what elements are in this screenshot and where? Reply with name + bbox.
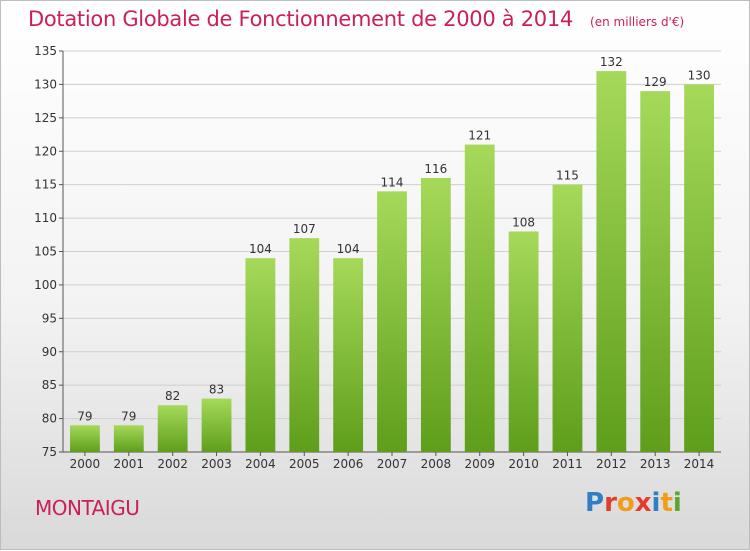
x-tick-label: 2001 bbox=[114, 457, 145, 471]
x-tick-label: 2010 bbox=[508, 457, 539, 471]
bar-2001 bbox=[113, 425, 144, 452]
data-label: 104 bbox=[249, 242, 272, 256]
y-tick-label: 125 bbox=[34, 111, 57, 125]
bar-2000 bbox=[70, 425, 100, 452]
x-tick-label: 2014 bbox=[684, 457, 715, 471]
x-tick-label: 2012 bbox=[596, 457, 627, 471]
chart-subtitle: (en milliers d'€) bbox=[590, 15, 685, 29]
x-tick-label: 2004 bbox=[245, 457, 276, 471]
y-tick-label: 85 bbox=[42, 378, 57, 392]
title-row: Dotation Globale de Fonctionnement de 20… bbox=[28, 7, 684, 31]
data-label: 83 bbox=[209, 383, 224, 397]
logo-letter: P bbox=[585, 488, 605, 518]
bar-2005 bbox=[289, 238, 320, 452]
bar-2002 bbox=[157, 405, 188, 452]
bar-2013 bbox=[640, 91, 671, 452]
data-label: 132 bbox=[600, 55, 623, 69]
data-label: 104 bbox=[337, 242, 360, 256]
logo-letter: t bbox=[660, 488, 673, 518]
bar-2007 bbox=[377, 191, 407, 452]
data-label: 107 bbox=[293, 222, 316, 236]
bar-2012 bbox=[596, 71, 627, 453]
logo-letter: x bbox=[634, 488, 652, 518]
y-tick-label: 110 bbox=[34, 211, 57, 225]
x-tick-label: 2013 bbox=[640, 457, 671, 471]
bar-2011 bbox=[552, 184, 583, 452]
bar-2006 bbox=[333, 258, 364, 452]
bar-2009 bbox=[464, 144, 495, 453]
y-tick-label: 130 bbox=[34, 77, 57, 91]
data-label: 121 bbox=[468, 129, 491, 143]
y-tick-label: 100 bbox=[34, 278, 57, 292]
data-label: 82 bbox=[165, 389, 180, 403]
x-tick-label: 2002 bbox=[157, 457, 188, 471]
data-label: 130 bbox=[688, 68, 711, 82]
logo-letter: o bbox=[616, 488, 635, 518]
x-tick-label: 2005 bbox=[289, 457, 320, 471]
y-tick-label: 75 bbox=[42, 445, 57, 459]
y-tick-label: 105 bbox=[34, 245, 57, 259]
bar-2010 bbox=[508, 231, 539, 452]
x-tick-label: 2011 bbox=[552, 457, 583, 471]
y-tick-label: 120 bbox=[34, 144, 57, 158]
data-label: 108 bbox=[512, 215, 535, 229]
data-label: 114 bbox=[381, 175, 404, 189]
x-tick-label: 2000 bbox=[70, 457, 101, 471]
bar-2008 bbox=[420, 177, 451, 452]
data-label: 115 bbox=[556, 169, 579, 183]
logo-letter: i bbox=[672, 488, 682, 518]
logo-letter: r bbox=[604, 488, 617, 518]
data-label: 116 bbox=[424, 162, 447, 176]
y-tick-label: 135 bbox=[34, 44, 57, 58]
bar-2004 bbox=[245, 258, 276, 452]
chart-title: Dotation Globale de Fonctionnement de 20… bbox=[28, 7, 573, 31]
x-tick-label: 2008 bbox=[421, 457, 452, 471]
x-tick-label: 2009 bbox=[464, 457, 495, 471]
proxiti-logo[interactable]: Proxiti bbox=[585, 488, 682, 518]
data-label: 79 bbox=[121, 409, 136, 423]
commune-name: MONTAIGU bbox=[35, 496, 140, 520]
data-label: 79 bbox=[77, 409, 92, 423]
bar-2014 bbox=[684, 84, 714, 453]
x-tick-label: 2006 bbox=[333, 457, 364, 471]
bar-2003 bbox=[201, 398, 232, 452]
y-tick-label: 80 bbox=[42, 412, 57, 426]
y-tick-label: 95 bbox=[42, 311, 57, 325]
data-labels: 79 79 82 83 104 107 104 114 116 121 108 115 132 129 13… bbox=[77, 55, 710, 423]
logo-letter: i bbox=[651, 488, 661, 518]
y-tick-label: 90 bbox=[42, 345, 57, 359]
y-tick-label: 115 bbox=[34, 178, 57, 192]
axes: 75 80 85 90 95 100 105 110 115 120 125 130 135 2000 20… bbox=[34, 44, 721, 471]
bars bbox=[70, 71, 714, 453]
x-tick-label: 2007 bbox=[377, 457, 408, 471]
x-tick-label: 2003 bbox=[201, 457, 232, 471]
data-label: 129 bbox=[644, 75, 667, 89]
